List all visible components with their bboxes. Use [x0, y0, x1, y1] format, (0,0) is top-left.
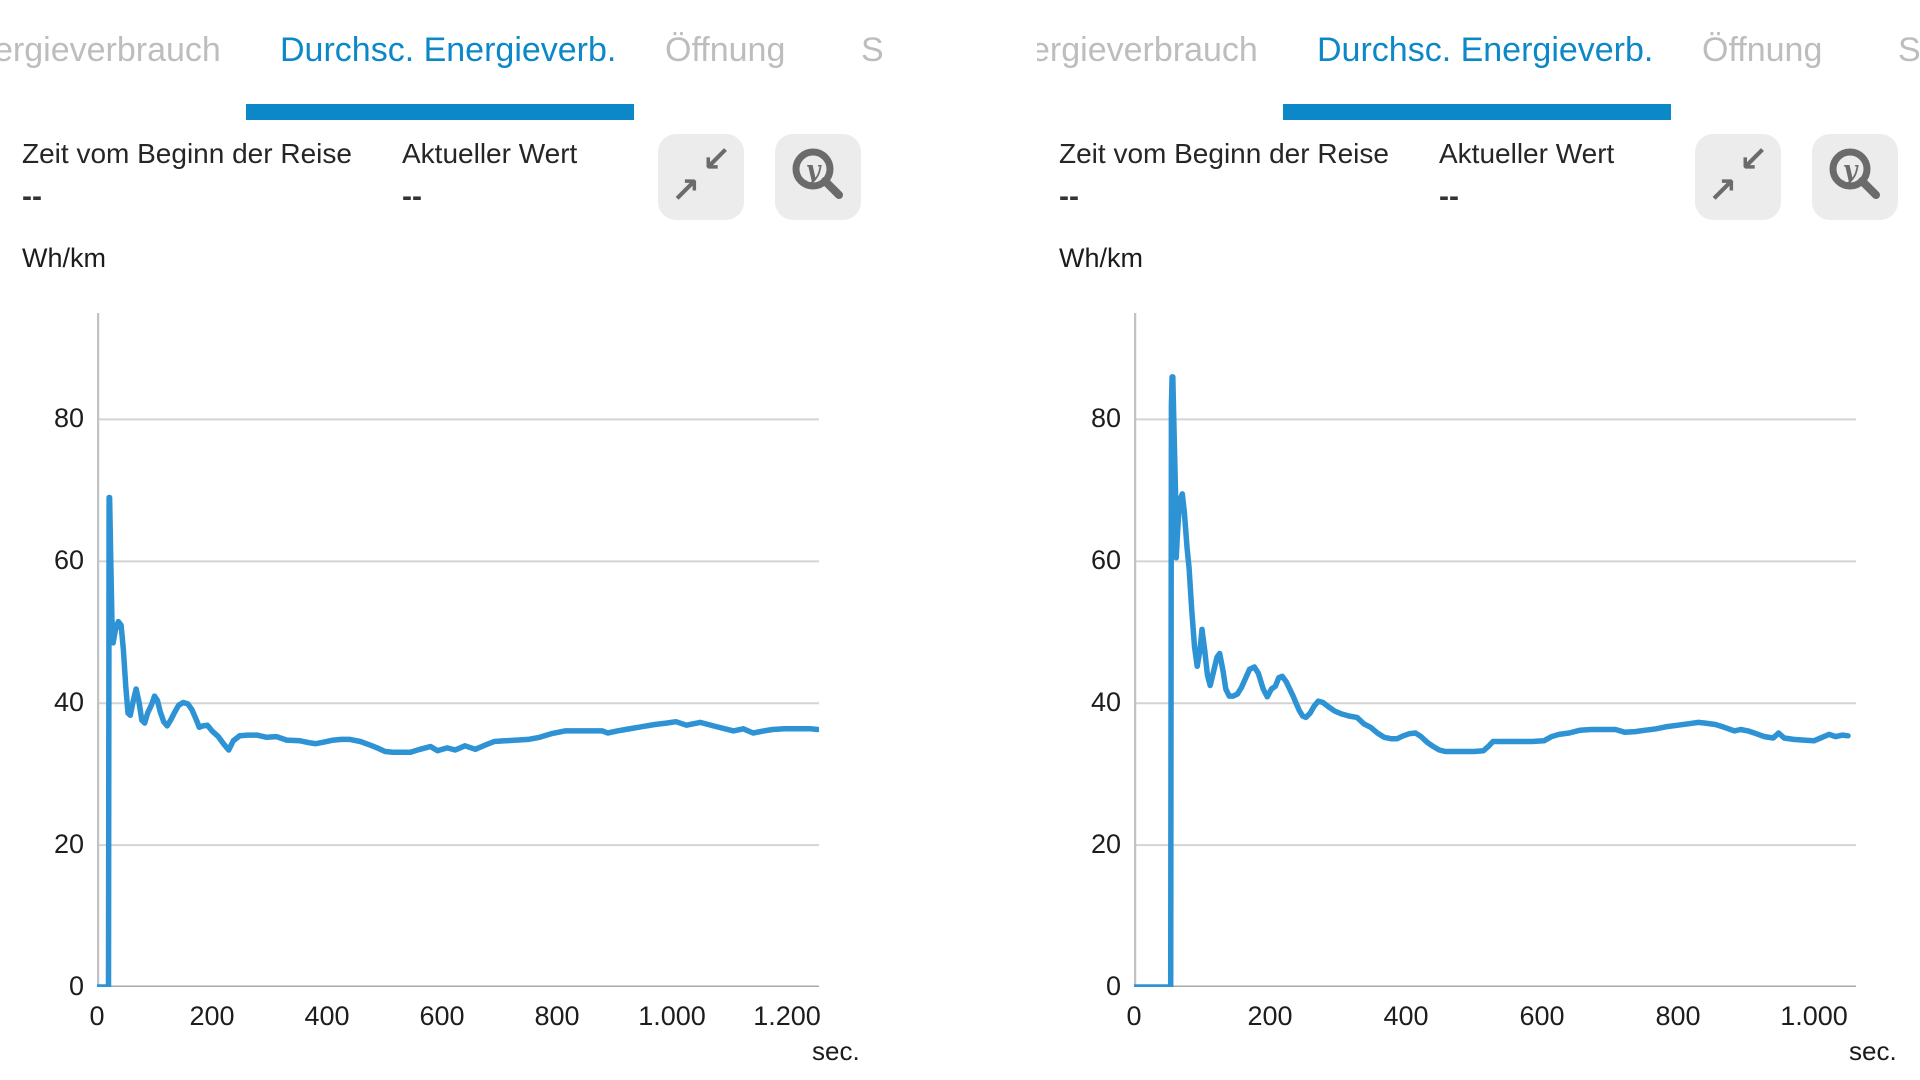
compress-arrow-down-left-icon: ↙	[701, 140, 731, 179]
tab-durchschnittlicher-energieverbrauch[interactable]: Durchsc. Energieverb.	[1317, 31, 1654, 69]
zoom-y-icon: y	[792, 148, 843, 199]
svg-text:y: y	[1842, 155, 1859, 184]
compress-arrow-down-left-icon: ↙	[1738, 140, 1768, 179]
zoom-y-axis-button[interactable]: y	[1812, 134, 1898, 220]
tab-oeffnung[interactable]: Öffnung	[665, 31, 786, 69]
energy-line-chart[interactable]	[1134, 313, 1856, 987]
x-axis-unit-label: sec.	[812, 1036, 860, 1066]
current-value-value: --	[402, 180, 422, 213]
y-axis-unit-label: Wh/km	[1059, 243, 1143, 273]
trip-time-label: Zeit vom Beginn der Reise	[22, 138, 352, 169]
current-value-value: --	[1439, 180, 1459, 213]
zoom-y-icon: y	[1829, 148, 1880, 199]
compress-arrow-up-right-icon: ↗	[671, 171, 701, 210]
active-tab-underline	[246, 104, 634, 120]
tab-energieverbrauch[interactable]: ergieverbrauch	[1037, 31, 1258, 69]
chart-panel-right: ergieverbrauch Durchsc. Energieverb. Öff…	[1037, 0, 1920, 1080]
compress-arrow-up-right-icon: ↗	[1708, 171, 1738, 210]
tab-energieverbrauch[interactable]: ergieverbrauch	[0, 31, 221, 69]
zoom-y-axis-button[interactable]: y	[775, 134, 861, 220]
svg-text:y: y	[805, 155, 822, 184]
tab-s-partial[interactable]: S	[861, 31, 883, 69]
trip-time-value: --	[1059, 180, 1079, 213]
y-axis-unit-label: Wh/km	[22, 243, 106, 273]
tab-durchschnittlicher-energieverbrauch[interactable]: Durchsc. Energieverb.	[280, 31, 617, 69]
energy-line-chart[interactable]	[97, 313, 819, 987]
x-axis-tick-labels: 0 200 400 600 800 1.000 1.200	[89, 1001, 821, 1031]
x-axis-unit-label: sec.	[1849, 1036, 1897, 1066]
trip-time-value: --	[22, 180, 42, 213]
collapse-chart-button[interactable]: ↙ ↗	[658, 134, 744, 220]
collapse-chart-button[interactable]: ↙ ↗	[1695, 134, 1781, 220]
tab-oeffnung[interactable]: Öffnung	[1702, 31, 1823, 69]
tab-s-partial[interactable]: S	[1898, 31, 1920, 69]
x-axis-tick-labels: 0 200 400 600 800 1.000	[1126, 1001, 1848, 1031]
active-tab-underline	[1283, 104, 1671, 120]
chart-panel-left: ergieverbrauch Durchsc. Energieverb. Öff…	[0, 0, 883, 1080]
current-value-label: Aktueller Wert	[1439, 138, 1615, 169]
trip-time-label: Zeit vom Beginn der Reise	[1059, 138, 1389, 169]
current-value-label: Aktueller Wert	[402, 138, 578, 169]
